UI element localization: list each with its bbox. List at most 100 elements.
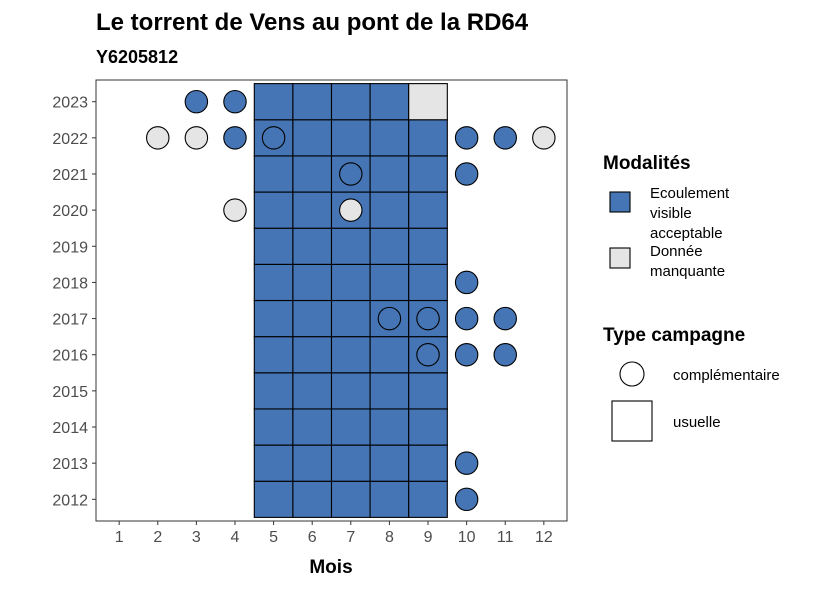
x-tick-label: 1 (115, 529, 124, 546)
y-tick-label: 2013 (52, 456, 88, 473)
tile-2019-5 (254, 228, 293, 264)
legend-label-line: Ecoulement (650, 185, 730, 202)
tile-2021-5 (254, 156, 293, 192)
tile-2023-7 (332, 84, 371, 120)
legend-key-ecoulement (610, 192, 630, 212)
point-2017-8 (378, 307, 400, 329)
plot-area (96, 80, 567, 521)
legend-label-line: visible (650, 205, 692, 222)
point-2012-10 (455, 488, 477, 510)
x-tick-label: 6 (308, 529, 317, 546)
tile-2018-7 (332, 264, 371, 300)
tile-2020-5 (254, 192, 293, 228)
tile-2022-9 (409, 120, 448, 156)
legend-modalites-title: Modalités (603, 153, 691, 174)
y-tick-label: 2014 (52, 420, 88, 437)
x-tick-label: 2 (153, 529, 162, 546)
tile-2016-6 (293, 337, 332, 373)
legend-label-line: Donnée (650, 243, 703, 260)
tile-2014-5 (254, 409, 293, 445)
tile-2022-8 (370, 120, 409, 156)
point-2022-2 (147, 127, 169, 149)
tile-2019-7 (332, 228, 371, 264)
tile-2021-6 (293, 156, 332, 192)
tile-2013-7 (332, 445, 371, 481)
tile-2012-8 (370, 481, 409, 517)
point-2022-11 (494, 127, 516, 149)
tile-2021-8 (370, 156, 409, 192)
point-2022-3 (185, 127, 207, 149)
x-tick-label: 11 (497, 529, 514, 546)
x-axis-title: Mois (309, 557, 352, 578)
tile-2019-9 (409, 228, 448, 264)
tile-2015-5 (254, 373, 293, 409)
tile-2015-6 (293, 373, 332, 409)
tile-2021-9 (409, 156, 448, 192)
legend-type: complémentaire usuelle (612, 362, 780, 441)
tile-2012-7 (332, 481, 371, 517)
point-2016-10 (455, 344, 477, 366)
tile-2020-8 (370, 192, 409, 228)
tile-2017-5 (254, 301, 293, 337)
point-2022-4 (224, 127, 246, 149)
tile-2013-9 (409, 445, 448, 481)
point-2021-7 (340, 163, 362, 185)
x-tick-label: 10 (458, 529, 476, 546)
legend: Modalités Ecoulement visible acceptableDon… (603, 153, 780, 441)
tile-2015-9 (409, 373, 448, 409)
tile-2020-9 (409, 192, 448, 228)
legend-key-usuelle (612, 401, 652, 441)
tile-2019-8 (370, 228, 409, 264)
tile-2016-8 (370, 337, 409, 373)
point-2021-10 (455, 163, 477, 185)
legend-key-complementaire (620, 362, 644, 386)
y-tick-label: 2015 (52, 384, 88, 401)
tile-2014-7 (332, 409, 371, 445)
tile-2015-8 (370, 373, 409, 409)
x-tick-label: 7 (346, 529, 355, 546)
x-tick-label: 5 (269, 529, 278, 546)
point-2016-11 (494, 344, 516, 366)
tile-2022-6 (293, 120, 332, 156)
tile-2012-5 (254, 481, 293, 517)
y-tick-label: 2022 (52, 131, 88, 148)
tile-2013-5 (254, 445, 293, 481)
tile-2023-8 (370, 84, 409, 120)
chart-title: Le torrent de Vens au pont de la RD64 (96, 9, 529, 36)
y-tick-label: 2017 (52, 312, 88, 329)
tile-2014-9 (409, 409, 448, 445)
legend-type-title: Type campagne (603, 325, 745, 346)
x-tick-label: 9 (424, 529, 433, 546)
point-2022-10 (455, 127, 477, 149)
point-2022-12 (533, 127, 555, 149)
tile-2012-9 (409, 481, 448, 517)
chart-subtitle: Y6205812 (96, 47, 178, 67)
legend-label-circle: complémentaire (673, 367, 780, 384)
tile-2015-7 (332, 373, 371, 409)
tile-2014-8 (370, 409, 409, 445)
point-2013-10 (455, 452, 477, 474)
tile-2017-6 (293, 301, 332, 337)
tile-2018-8 (370, 264, 409, 300)
x-tick-label: 3 (192, 529, 201, 546)
point-2020-7 (340, 199, 362, 221)
legend-label-line: acceptable (650, 225, 723, 242)
tile-2023-5 (254, 84, 293, 120)
x-tick-label: 12 (535, 529, 553, 546)
y-tick-label: 2020 (52, 203, 88, 220)
tile-2022-7 (332, 120, 371, 156)
tile-2016-5 (254, 337, 293, 373)
point-2017-11 (494, 307, 516, 329)
tile-2014-6 (293, 409, 332, 445)
point-2023-4 (224, 90, 246, 112)
point-2016-9 (417, 344, 439, 366)
point-2022-5 (262, 127, 284, 149)
y-tick-label: 2019 (52, 239, 88, 256)
legend-label-ecoulement: Ecoulement visible acceptable (650, 185, 730, 242)
point-2018-10 (455, 271, 477, 293)
tile-2013-8 (370, 445, 409, 481)
point-2020-4 (224, 199, 246, 221)
x-tick-label: 8 (385, 529, 394, 546)
